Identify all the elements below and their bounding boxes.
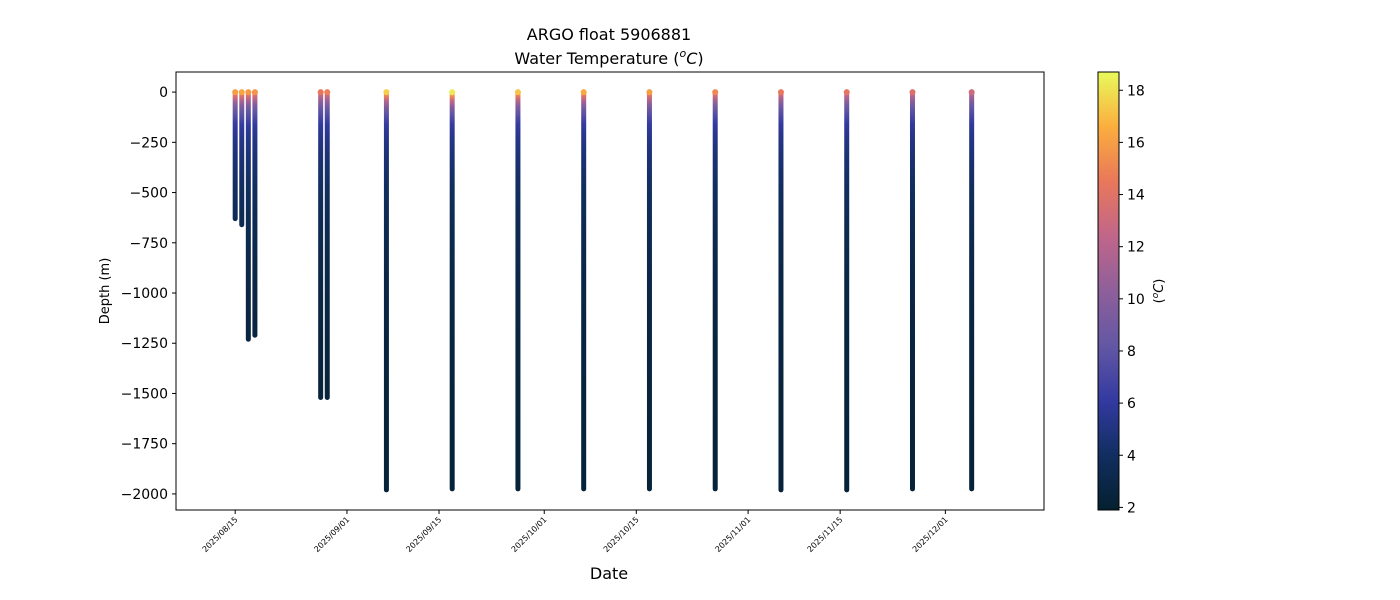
x-tick-label: 2025/09/15	[404, 515, 443, 554]
chart-title: ARGO float 5906881	[527, 25, 691, 44]
subtitle-suffix: )	[697, 49, 703, 68]
profile-2025-08-17	[245, 89, 252, 342]
profile-surface-point	[449, 89, 456, 96]
subtitle-unit: C	[686, 49, 698, 68]
y-tick-label: −1750	[121, 437, 168, 453]
colorbar-tick-label: 4	[1127, 448, 1136, 464]
profile-surface-point	[324, 89, 331, 96]
profile-surface-point	[383, 89, 390, 96]
colorbar-tick-label: 8	[1127, 344, 1136, 360]
colorbar-gradient	[1098, 72, 1119, 510]
profile-bar	[712, 89, 718, 492]
colorbar-label-prefix: (	[1152, 298, 1167, 303]
x-tick-label: 2025/11/01	[714, 515, 753, 554]
y-tick-label: −1500	[121, 386, 168, 402]
x-axis-label: Date	[590, 564, 628, 583]
colorbar-ticks: 2 4 6 8 10 12 14 16 18	[1119, 83, 1145, 516]
x-axis-ticks: 2025/08/15 2025/09/01 2025/09/15 2025/10/01…	[201, 510, 950, 554]
colorbar-label-suffix: )	[1152, 279, 1167, 284]
profile-bar	[581, 89, 587, 492]
profile-bar	[245, 89, 251, 342]
profile-bar	[252, 89, 258, 338]
profile-series	[232, 89, 975, 493]
profile-surface-point	[646, 89, 653, 96]
profile-surface-point	[909, 89, 916, 96]
colorbar-tick-label: 2	[1127, 500, 1136, 516]
profile-2025-09-07	[383, 89, 390, 493]
colorbar-frame	[1097, 71, 1120, 511]
y-tick-label: −250	[130, 135, 168, 151]
profile-2025-10-27	[712, 89, 719, 492]
y-tick-label: −750	[130, 236, 168, 252]
colorbar-tick-label: 10	[1127, 292, 1145, 308]
colorbar-tick-label: 12	[1127, 240, 1145, 256]
y-tick-label: −500	[130, 186, 168, 202]
subtitle-prefix: Water Temperature (	[514, 49, 679, 68]
profile-2025-10-07	[580, 89, 587, 492]
x-tick-label: 2025/12/01	[911, 515, 950, 554]
profile-bar	[515, 89, 521, 492]
profile-bar	[969, 89, 975, 492]
profile-2025-10-17	[646, 89, 653, 492]
profile-surface-point	[968, 89, 975, 96]
plot-area: 0 −250 −500 −750 −1000 −1250 −1500 −1750 −2000 2…	[121, 71, 1045, 554]
x-tick-label: 2025/11/15	[806, 515, 845, 554]
profile-bar	[239, 89, 245, 228]
profile-surface-point	[238, 89, 245, 96]
x-tick-label: 2025/10/15	[602, 515, 641, 554]
colorbar-tick-label: 6	[1127, 396, 1136, 412]
profile-bar	[844, 89, 850, 493]
profile-bar	[232, 89, 238, 222]
colorbar-tick-label: 18	[1127, 83, 1145, 99]
profile-2025-08-16	[238, 89, 245, 228]
y-axis-label: Depth (m)	[98, 258, 113, 325]
profile-2025-08-28	[317, 89, 324, 400]
x-tick-label: 2025/08/15	[201, 515, 240, 554]
x-tick-label: 2025/09/01	[312, 515, 351, 554]
y-tick-label: −2000	[121, 487, 168, 503]
profile-bar	[778, 89, 784, 493]
subtitle-unit-sup: o	[679, 47, 686, 60]
profile-bar	[449, 89, 455, 492]
profile-surface-point	[843, 89, 850, 96]
y-tick-label: −1000	[121, 286, 168, 302]
profile-bar	[909, 89, 915, 492]
chart-subtitle: Water Temperature (oC)	[514, 47, 703, 68]
profile-surface-point	[317, 89, 324, 96]
profile-2025-09-17	[449, 89, 456, 492]
y-tick-label: −1250	[121, 336, 168, 352]
profile-2025-08-29	[324, 89, 331, 400]
profile-surface-point	[232, 89, 239, 96]
profile-surface-point	[245, 89, 252, 96]
profile-2025-11-26	[909, 89, 916, 492]
colorbar-label: (oC)	[1151, 279, 1167, 304]
profile-2025-11-06	[777, 89, 784, 493]
colorbar: 2 4 6 8 10 12 14 16 18	[1097, 71, 1145, 516]
colorbar-tick-label: 16	[1127, 135, 1145, 151]
profile-2025-11-16	[843, 89, 850, 493]
profile-bar	[646, 89, 652, 492]
profile-surface-point	[251, 89, 258, 96]
profile-2025-08-15	[232, 89, 239, 222]
plot-frame	[175, 71, 1045, 511]
colorbar-label-sup: o	[1151, 292, 1161, 298]
profile-surface-point	[712, 89, 719, 96]
profile-surface-point	[777, 89, 784, 96]
profile-2025-12-05	[968, 89, 975, 492]
x-tick-label: 2025/10/01	[510, 515, 549, 554]
profile-surface-point	[580, 89, 587, 96]
profile-bar	[318, 89, 324, 400]
profile-bar	[383, 89, 389, 493]
profile-2025-09-27	[514, 89, 521, 492]
colorbar-label-unit: C	[1152, 283, 1167, 293]
profile-2025-08-18	[251, 89, 258, 338]
y-tick-label: 0	[159, 85, 168, 101]
y-axis-ticks: 0 −250 −500 −750 −1000 −1250 −1500 −1750 −2000	[121, 85, 176, 503]
profile-bar	[324, 89, 330, 400]
colorbar-tick-label: 14	[1127, 188, 1145, 204]
profile-surface-point	[514, 89, 521, 96]
